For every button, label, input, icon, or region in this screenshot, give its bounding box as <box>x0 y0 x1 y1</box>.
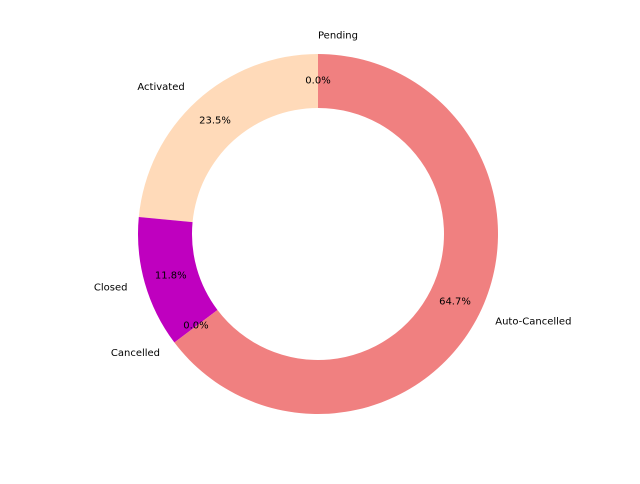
label-closed: Closed <box>94 283 128 294</box>
slice-activated <box>138 54 318 223</box>
donut-slices <box>138 54 498 414</box>
slice-closed <box>138 217 218 343</box>
pct-label-activated: 23.5% <box>199 115 231 126</box>
pct-label-pending: 0.0% <box>305 76 330 87</box>
category-labels: Pending Activated Closed Cancelled Auto-Canc… <box>94 31 572 359</box>
slice-auto-cancelled <box>174 54 498 414</box>
pct-label-closed: 11.8% <box>155 270 187 281</box>
pct-label-cancelled: 0.0% <box>183 321 208 332</box>
label-activated: Activated <box>137 82 184 93</box>
label-cancelled: Cancelled <box>111 348 160 359</box>
percentage-labels: 0.0% 23.5% 11.8% 0.0% 64.7% <box>155 76 471 332</box>
label-auto-cancelled: Auto-Cancelled <box>495 317 571 328</box>
pct-label-auto-cancelled: 64.7% <box>439 297 471 308</box>
label-pending: Pending <box>318 31 358 42</box>
